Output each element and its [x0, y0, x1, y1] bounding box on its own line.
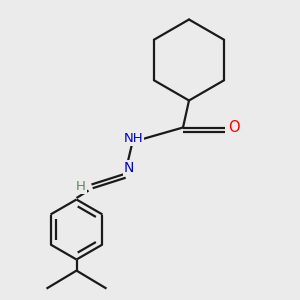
Text: O: O	[228, 120, 240, 135]
Text: NH: NH	[124, 131, 143, 145]
Text: H: H	[76, 179, 86, 193]
Text: N: N	[124, 161, 134, 175]
